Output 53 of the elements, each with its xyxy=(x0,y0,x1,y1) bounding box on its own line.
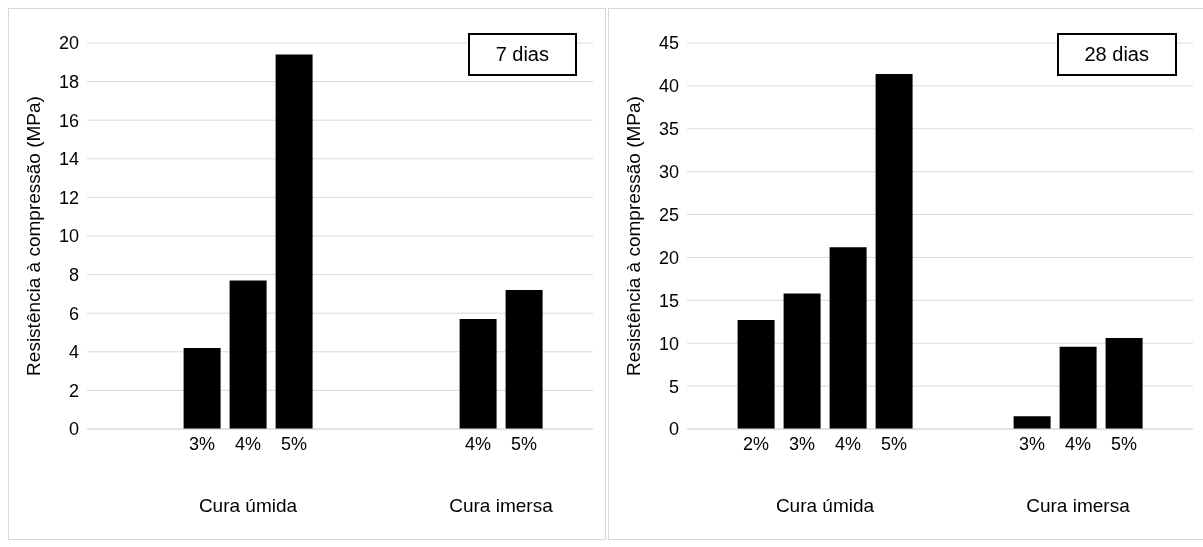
bar xyxy=(183,347,221,429)
chart-title: 28 dias xyxy=(1056,33,1177,76)
y-axis-title: Resistência à compressão (MPa) xyxy=(22,96,44,376)
bar xyxy=(829,247,867,429)
y-tick-label: 8 xyxy=(68,264,79,285)
x-tick-label: 4% xyxy=(464,433,492,454)
y-tick-label: 6 xyxy=(68,303,79,324)
y-tick-label: 30 xyxy=(658,162,679,183)
y-tick-label: 40 xyxy=(658,76,679,97)
y-tick-label: 5 xyxy=(668,376,679,397)
y-tick-label: 45 xyxy=(658,33,679,54)
bar xyxy=(459,318,497,429)
y-axis-title: Resistência à compressão (MPa) xyxy=(622,96,644,376)
y-tick-label: 25 xyxy=(658,204,679,225)
bar xyxy=(783,293,821,429)
y-tick-label: 14 xyxy=(58,149,79,170)
y-tick-label: 20 xyxy=(58,33,79,54)
y-tick-label: 2 xyxy=(68,380,79,401)
y-tick-label: 10 xyxy=(58,226,79,247)
y-tick-label: 4 xyxy=(68,342,79,363)
bar xyxy=(737,320,775,429)
x-tick-label: 5% xyxy=(1110,433,1138,454)
bar xyxy=(275,54,313,429)
y-tick-label: 20 xyxy=(658,247,679,268)
x-tick-label: 4% xyxy=(1064,433,1092,454)
x-tick-label: 4% xyxy=(834,433,862,454)
x-tick-label: 5% xyxy=(510,433,538,454)
text: Cura úmida xyxy=(197,495,299,517)
bar xyxy=(1013,416,1051,429)
y-tick-label: 0 xyxy=(68,419,79,440)
y-tick-label: 16 xyxy=(58,110,79,131)
x-tick-label: 3% xyxy=(188,433,216,454)
bar xyxy=(505,290,543,429)
bar xyxy=(1105,338,1143,429)
text: Cura imersa xyxy=(1025,495,1131,517)
x-tick-label: 3% xyxy=(1018,433,1046,454)
y-tick-label: 0 xyxy=(668,419,679,440)
y-tick-label: 12 xyxy=(58,187,79,208)
bar xyxy=(1059,346,1097,429)
text: Cura úmida xyxy=(774,495,876,517)
y-tick-label: 15 xyxy=(658,290,679,311)
chart-title: 7 dias xyxy=(467,33,577,76)
x-tick-label: 5% xyxy=(880,433,908,454)
bar xyxy=(229,280,267,429)
y-tick-label: 18 xyxy=(58,71,79,92)
y-tick-label: 10 xyxy=(658,333,679,354)
x-tick-label: 4% xyxy=(234,433,262,454)
y-tick-label: 35 xyxy=(658,119,679,140)
x-tick-label: 3% xyxy=(788,433,816,454)
text: Cura imersa xyxy=(448,495,554,517)
bar xyxy=(875,73,913,429)
x-tick-label: 5% xyxy=(280,433,308,454)
x-tick-label: 2% xyxy=(742,433,770,454)
